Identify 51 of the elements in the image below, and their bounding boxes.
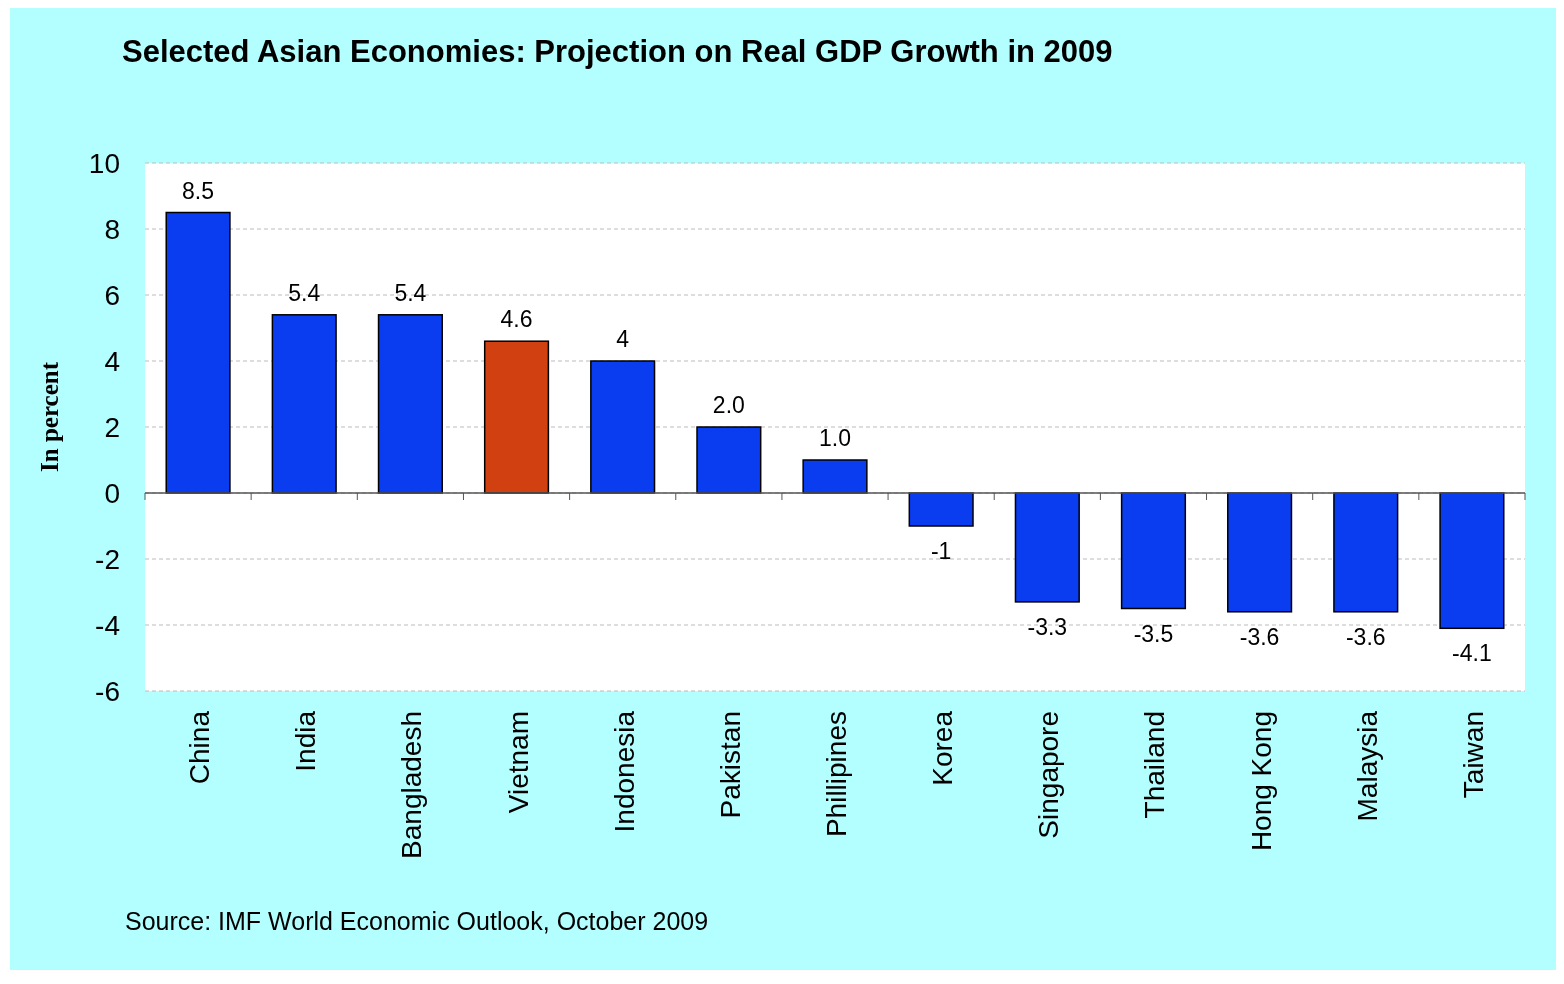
data-label: 5.4: [288, 279, 321, 306]
bar: [271, 314, 337, 494]
x-tick-label: Singapore: [1033, 711, 1065, 839]
bar: [590, 360, 656, 494]
x-tick-label: Bangladesh: [396, 711, 428, 859]
data-label: 8.5: [182, 177, 215, 204]
data-label: -3.3: [1027, 613, 1068, 640]
data-label: -3.6: [1239, 623, 1280, 650]
bar: [908, 492, 974, 527]
bar: [377, 314, 443, 494]
x-tick-label: Malaysia: [1351, 710, 1383, 822]
bar: [696, 426, 762, 494]
chart-title: Selected Asian Economies: Projection on Real GDP Growth in 2009: [122, 34, 1113, 69]
x-tick-label: Phillipines: [821, 711, 852, 838]
data-label: 5.4: [394, 279, 427, 306]
bar: [165, 211, 231, 494]
bar: [1120, 492, 1187, 610]
x-tick-label: Pakistan: [714, 711, 746, 819]
data-label: 2.0: [712, 392, 745, 418]
x-tick-label: Thailand: [1139, 711, 1171, 819]
y-tick-label: 6: [104, 280, 120, 311]
x-tick-label: India: [290, 710, 322, 772]
y-tick-label: 0: [104, 478, 120, 509]
bar: [1439, 492, 1505, 630]
y-tick-label: 8: [104, 214, 120, 245]
x-tick-label: Vietnam: [502, 711, 534, 814]
bar: [802, 459, 868, 494]
y-tick-label: 2: [104, 412, 120, 443]
data-label: 4: [616, 326, 630, 352]
data-label: 4.6: [500, 306, 533, 333]
source-note: Source: IMF World Economic Outlook, October 2009: [125, 907, 709, 935]
y-tick-label: 4: [104, 346, 120, 377]
x-tick-label: China: [184, 710, 216, 785]
y-tick-label: 10: [88, 148, 120, 179]
data-label: -1: [930, 538, 952, 564]
bar: [1333, 492, 1399, 613]
x-tick-label: Indonesia: [608, 710, 640, 833]
data-label: -4.1: [1452, 640, 1492, 667]
x-tick-label: Hong Kong: [1245, 711, 1277, 852]
x-tick-label: Taiwan: [1457, 711, 1489, 799]
y-tick-label: -2: [95, 544, 120, 575]
data-label: -3.6: [1345, 623, 1386, 650]
bar: [483, 340, 550, 494]
y-axis-title: In percent: [36, 361, 63, 472]
data-label: 1.0: [819, 425, 851, 451]
x-tick-label: Korea: [927, 710, 959, 786]
data-label: -3.5: [1133, 620, 1174, 647]
bar: [1227, 492, 1293, 613]
y-tick-label: -6: [95, 676, 120, 707]
bar: [1014, 492, 1080, 603]
y-tick-label: -4: [95, 610, 120, 641]
